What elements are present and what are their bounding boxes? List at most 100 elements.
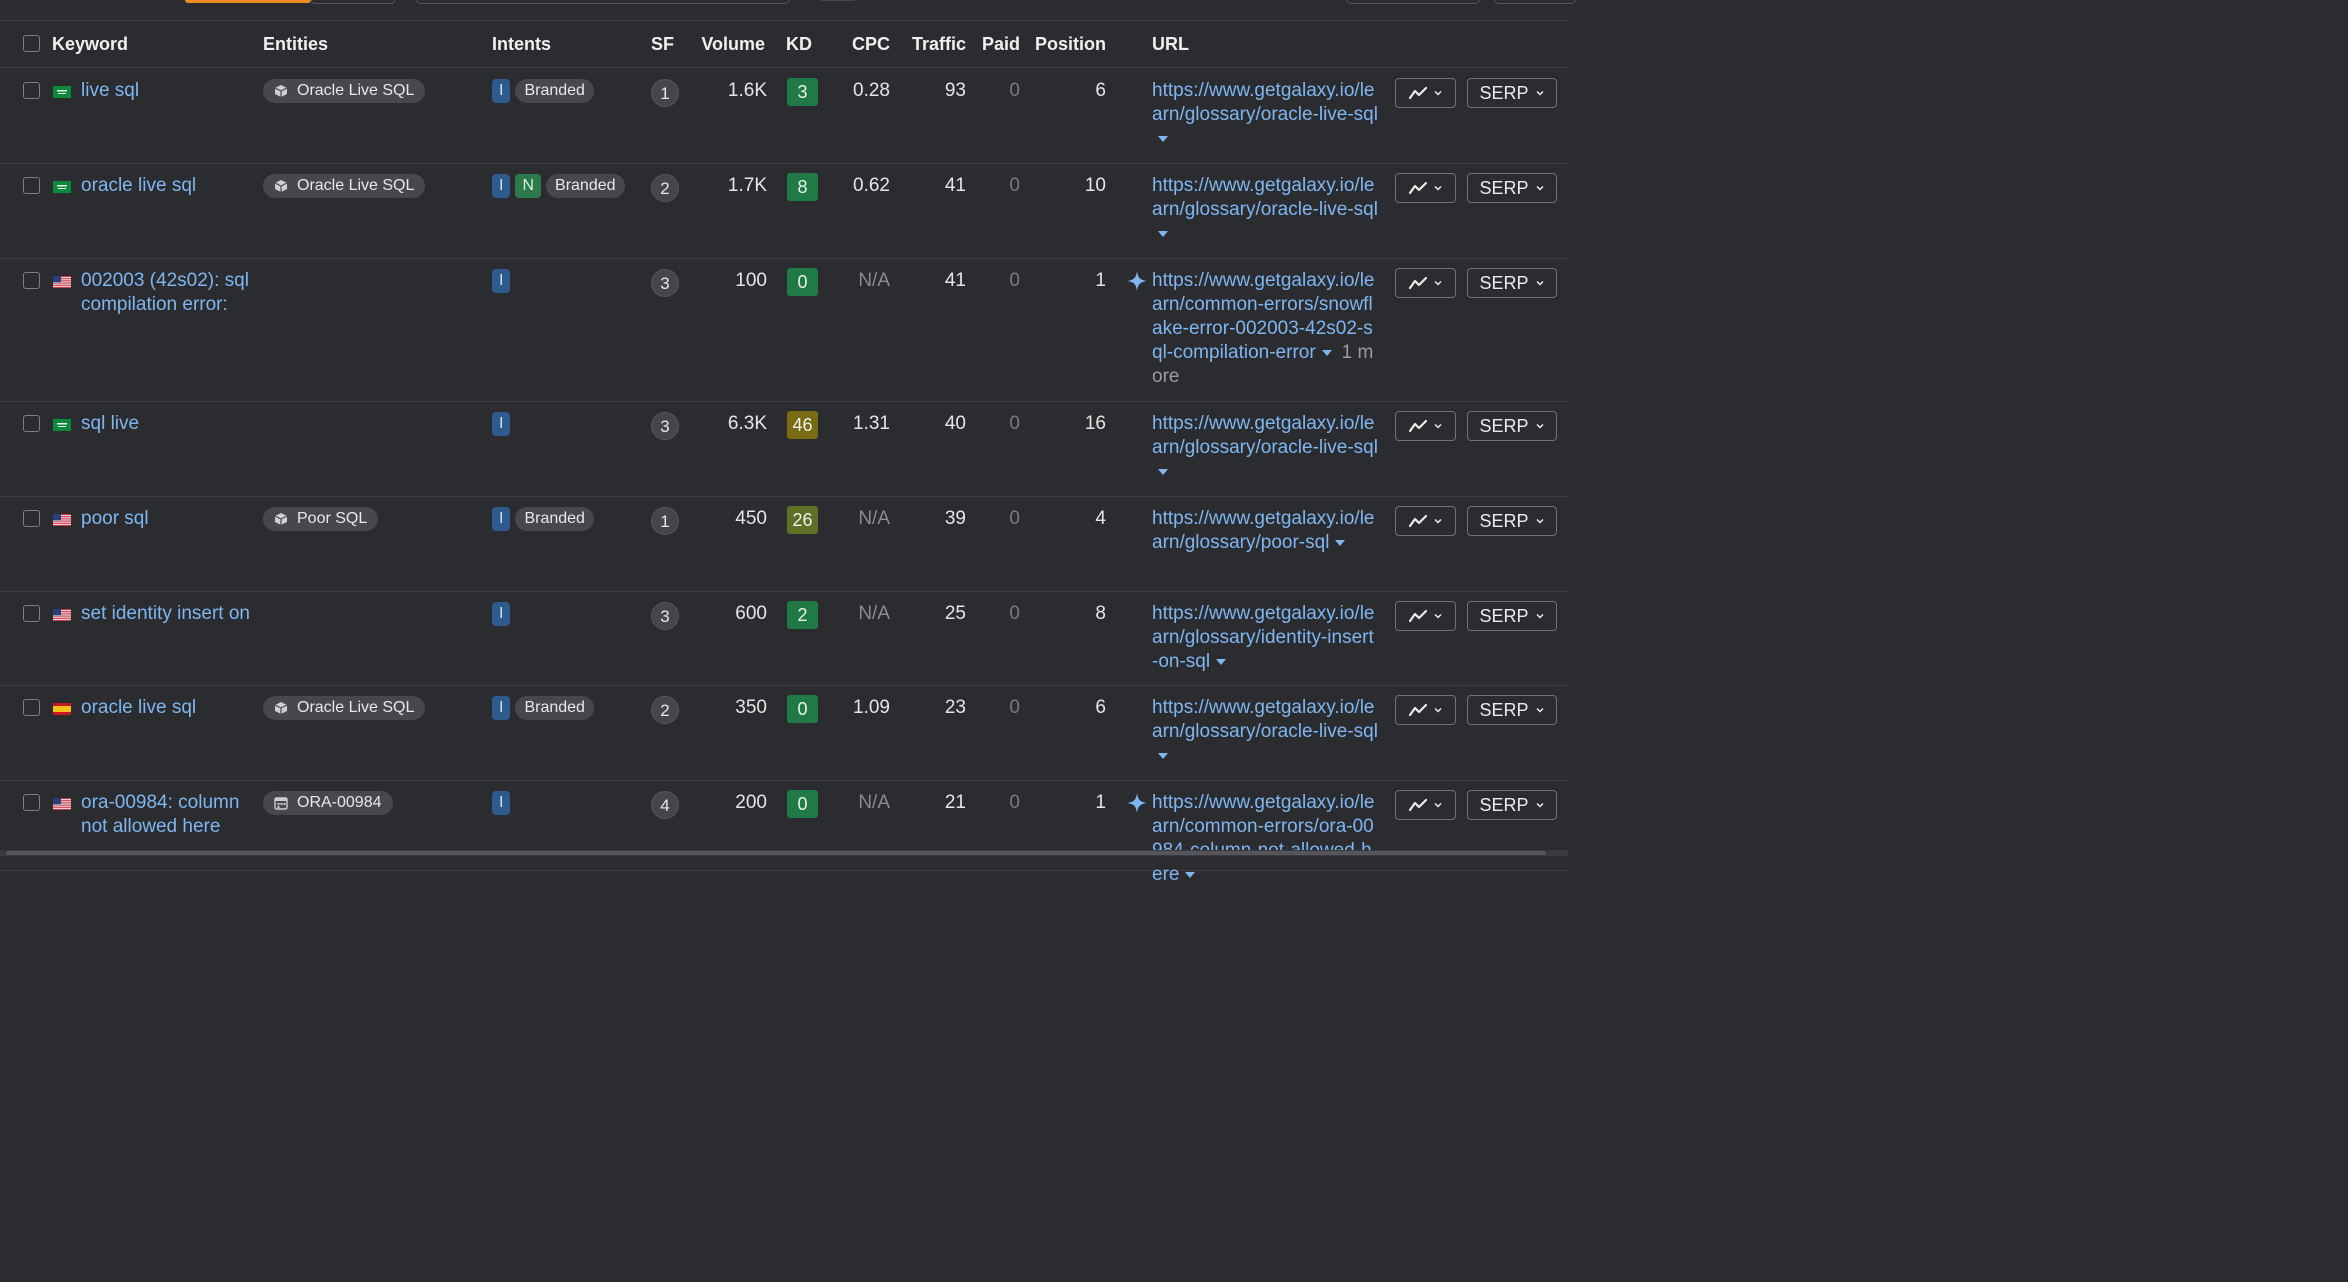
- url-dropdown-caret-icon[interactable]: [1185, 871, 1196, 878]
- serp-button[interactable]: SERP: [1467, 506, 1557, 536]
- row-checkbox[interactable]: [23, 82, 40, 99]
- trend-chart-button[interactable]: [1395, 601, 1456, 631]
- url-dropdown-caret-icon[interactable]: [1158, 468, 1168, 475]
- entity-chip[interactable]: Poor SQL: [263, 507, 379, 531]
- flag-usa-icon: [53, 513, 71, 527]
- serp-features-count[interactable]: 1: [651, 79, 679, 107]
- column-header-kd[interactable]: KD: [786, 34, 812, 54]
- serp-button[interactable]: SERP: [1467, 268, 1557, 298]
- column-header-paid[interactable]: Paid: [981, 34, 1020, 54]
- url-dropdown-caret-icon[interactable]: [1158, 752, 1168, 759]
- serp-button-label: SERP: [1479, 177, 1529, 198]
- column-header-sf[interactable]: SF: [651, 34, 675, 54]
- trend-chart-button[interactable]: [1395, 173, 1456, 203]
- serp-button[interactable]: SERP: [1467, 695, 1557, 725]
- ranking-url-link[interactable]: https://www.getgalaxy.io/learn/glossary/…: [1152, 696, 1378, 768]
- row-checkbox[interactable]: [23, 605, 40, 622]
- trend-chart-button[interactable]: [1395, 506, 1456, 536]
- keyword-link[interactable]: live sql: [81, 80, 140, 101]
- filter-input[interactable]: [416, 0, 790, 4]
- row-checkbox[interactable]: [23, 177, 40, 194]
- column-header-url[interactable]: URL: [1152, 34, 1189, 54]
- traffic-value: 41: [944, 270, 966, 291]
- url-dropdown-caret-icon[interactable]: [1216, 658, 1227, 665]
- keyword-link[interactable]: poor sql: [81, 508, 149, 529]
- serp-features-count[interactable]: 1: [651, 507, 679, 535]
- url-text[interactable]: https://www.getgalaxy.io/learn/glossary/…: [1152, 80, 1378, 125]
- url-dropdown-caret-icon[interactable]: [1335, 539, 1346, 546]
- ranking-url-link[interactable]: https://www.getgalaxy.io/learn/glossary/…: [1152, 507, 1378, 555]
- position-value: 8: [1095, 603, 1106, 624]
- column-header-position[interactable]: Position: [1035, 34, 1106, 54]
- keyword-link[interactable]: oracle live sql: [81, 175, 197, 196]
- column-header-traffic[interactable]: Traffic: [911, 34, 966, 54]
- serp-button[interactable]: SERP: [1467, 790, 1557, 820]
- tab-secondary[interactable]: [311, 0, 395, 4]
- active-tab-indicator[interactable]: [185, 0, 311, 3]
- flag-usa-icon: [53, 797, 71, 811]
- serp-features-count[interactable]: 3: [651, 269, 679, 297]
- ranking-url-link[interactable]: https://www.getgalaxy.io/learn/glossary/…: [1152, 174, 1378, 246]
- traffic-value: 93: [944, 80, 966, 101]
- keyword-link[interactable]: set identity insert on: [81, 603, 250, 624]
- trend-chart-button[interactable]: [1395, 268, 1456, 298]
- table-header: Keyword Entities Intents SF Volume KD CP…: [0, 21, 1568, 68]
- ranking-url-link[interactable]: https://www.getgalaxy.io/learn/common-er…: [1152, 269, 1378, 389]
- column-header-keyword[interactable]: Keyword: [52, 34, 129, 54]
- ranking-url-link[interactable]: https://www.getgalaxy.io/learn/glossary/…: [1152, 79, 1378, 151]
- row-checkbox[interactable]: [23, 794, 40, 811]
- row-checkbox[interactable]: [23, 510, 40, 527]
- keyword-link[interactable]: oracle live sql: [81, 697, 197, 718]
- keyword-link[interactable]: ora-00984: column not allowed here: [81, 792, 240, 837]
- position-value: 10: [1084, 175, 1106, 196]
- ranking-url-link[interactable]: https://www.getgalaxy.io/learn/glossary/…: [1152, 412, 1378, 484]
- url-dropdown-caret-icon[interactable]: [1158, 230, 1168, 237]
- horizontal-scrollbar[interactable]: [0, 850, 1568, 856]
- entity-chip[interactable]: Oracle Live SQL: [263, 174, 426, 198]
- serp-button[interactable]: SERP: [1467, 173, 1557, 203]
- trend-chart-button[interactable]: [1395, 411, 1456, 441]
- keyword-link[interactable]: sql live: [81, 413, 140, 434]
- ranking-url-link[interactable]: https://www.getgalaxy.io/learn/glossary/…: [1152, 602, 1378, 674]
- serp-button[interactable]: SERP: [1467, 78, 1557, 108]
- serp-features-count[interactable]: 2: [651, 696, 679, 724]
- row-checkbox[interactable]: [23, 272, 40, 289]
- toolbar-button-right-1[interactable]: [1346, 0, 1480, 4]
- scrollbar-thumb[interactable]: [6, 851, 1546, 855]
- entity-chip[interactable]: Oracle Live SQL: [263, 696, 426, 720]
- serp-features-count[interactable]: 3: [651, 602, 679, 630]
- serp-features-count[interactable]: 4: [651, 791, 679, 819]
- trend-chart-button[interactable]: [1395, 695, 1456, 725]
- chevron-down-icon: [1535, 802, 1544, 808]
- toolbar-button-right-2[interactable]: [1494, 0, 1576, 4]
- url-text[interactable]: https://www.getgalaxy.io/learn/glossary/…: [1152, 508, 1375, 553]
- url-text[interactable]: https://www.getgalaxy.io/learn/glossary/…: [1152, 697, 1378, 742]
- row-checkbox[interactable]: [23, 415, 40, 432]
- url-text[interactable]: https://www.getgalaxy.io/learn/glossary/…: [1152, 413, 1378, 458]
- select-all-checkbox[interactable]: [23, 35, 40, 52]
- trend-chart-button[interactable]: [1395, 78, 1456, 108]
- column-header-entities[interactable]: Entities: [263, 34, 329, 54]
- url-dropdown-caret-icon[interactable]: [1158, 135, 1168, 142]
- entity-chip[interactable]: ORA-00984: [263, 791, 393, 815]
- row-checkbox[interactable]: [23, 699, 40, 716]
- url-dropdown-caret-icon[interactable]: [1321, 349, 1332, 356]
- cube-icon: [274, 512, 297, 526]
- keyword-link[interactable]: 002003 (42s02): sql compilation error:: [81, 270, 249, 315]
- entity-chip[interactable]: Oracle Live SQL: [263, 79, 426, 103]
- ranking-url-link[interactable]: https://www.getgalaxy.io/learn/common-er…: [1152, 791, 1378, 887]
- small-toolbar-button[interactable]: [820, 0, 856, 1]
- column-header-intents[interactable]: Intents: [492, 34, 552, 54]
- more-urls-link[interactable]: 1 more: [1152, 342, 1374, 387]
- url-text[interactable]: https://www.getgalaxy.io/learn/glossary/…: [1152, 603, 1375, 672]
- serp-button[interactable]: SERP: [1467, 601, 1557, 631]
- column-header-cpc[interactable]: CPC: [851, 34, 890, 54]
- serp-button[interactable]: SERP: [1467, 411, 1557, 441]
- trend-chart-button[interactable]: [1395, 790, 1456, 820]
- intent-informational-badge: I: [492, 174, 511, 198]
- serp-features-count[interactable]: 2: [651, 174, 679, 202]
- url-text[interactable]: https://www.getgalaxy.io/learn/common-er…: [1152, 270, 1375, 363]
- url-text[interactable]: https://www.getgalaxy.io/learn/glossary/…: [1152, 175, 1378, 220]
- column-header-volume[interactable]: Volume: [701, 34, 765, 54]
- serp-features-count[interactable]: 3: [651, 412, 679, 440]
